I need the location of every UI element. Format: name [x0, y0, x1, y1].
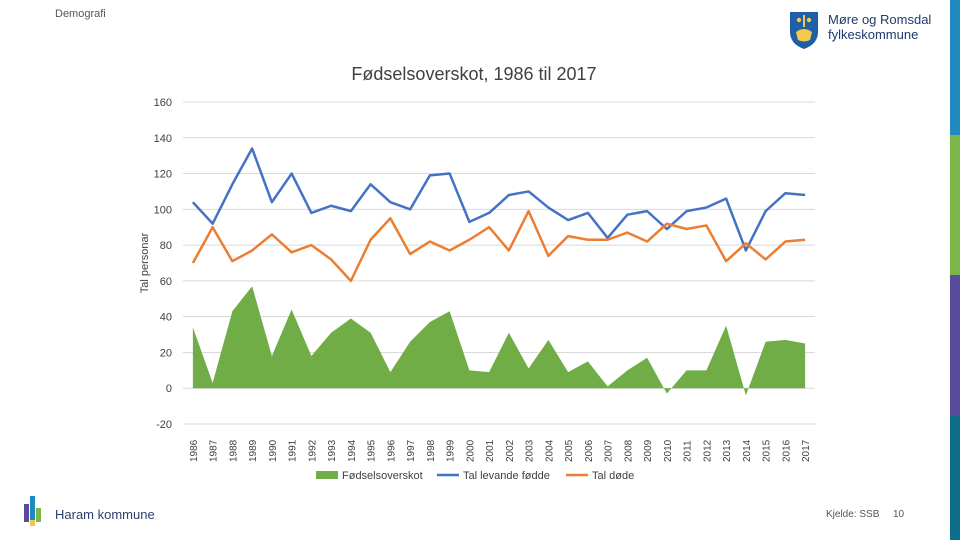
footer-source: Kjelde: SSB — [826, 509, 880, 520]
x-tick-label: 2005 — [564, 439, 575, 462]
x-tick-label: 1989 — [248, 439, 259, 462]
logo-line-1: Møre og Romsdal — [828, 12, 932, 27]
x-tick-label: 2001 — [485, 439, 496, 462]
x-tick-label: 2004 — [544, 439, 555, 462]
x-tick-label: 1988 — [228, 439, 239, 462]
x-tick-label: 1998 — [426, 439, 437, 462]
y-tick-label: 120 — [154, 169, 172, 181]
chart-title: Fødselsoverskot, 1986 til 2017 — [351, 64, 596, 84]
x-tick-label: 2012 — [702, 439, 713, 462]
x-tick-label: 1997 — [406, 439, 417, 462]
x-tick-label: 1987 — [209, 439, 220, 462]
x-tick-label: 2017 — [801, 439, 812, 462]
x-tick-label: 2015 — [762, 439, 773, 462]
logo-line-2: fylkeskommune — [828, 27, 919, 42]
x-tick-label: 2010 — [663, 439, 674, 462]
county-logo: Møre og Romsdal fylkeskommune — [788, 10, 938, 54]
county-shield-icon — [790, 12, 818, 49]
series-area-surplus — [192, 286, 806, 396]
x-tick-label: 2013 — [722, 439, 733, 462]
y-tick-label: 0 — [166, 383, 172, 395]
y-tick-label: -20 — [156, 419, 172, 431]
x-tick-label: 2014 — [742, 439, 753, 462]
x-tick-label: 2009 — [643, 439, 654, 462]
side-bar-teal — [950, 415, 960, 540]
y-tick-label: 40 — [160, 312, 172, 324]
page-number: 10 — [893, 509, 905, 520]
x-tick-label: 1994 — [347, 439, 358, 462]
x-tick-label: 2006 — [584, 439, 595, 462]
series-line-births — [191, 147, 806, 252]
y-tick-label: 20 — [160, 347, 172, 359]
x-tick-label: 1993 — [327, 439, 338, 462]
legend-swatch-surplus — [316, 471, 338, 479]
footer-organisation: Haram kommune — [55, 507, 155, 522]
x-tick-label: 2007 — [604, 439, 615, 462]
x-tick-label: 1996 — [386, 439, 397, 462]
section-label: Demografi — [55, 8, 106, 20]
x-tick-label: 1986 — [189, 439, 200, 462]
x-tick-label: 2008 — [623, 439, 634, 462]
y-tick-label: 60 — [160, 276, 172, 288]
side-bar-purple — [950, 275, 960, 415]
y-tick-label: 100 — [154, 204, 172, 216]
side-bar-blue — [950, 0, 960, 135]
x-tick-label: 1995 — [367, 439, 378, 462]
series-line-deaths — [191, 209, 806, 283]
x-tick-label: 2016 — [781, 439, 792, 462]
legend-label: Fødselsoverskot — [342, 470, 423, 482]
y-tick-label: 80 — [160, 240, 172, 252]
x-tick-label: 1990 — [268, 439, 279, 462]
x-tick-label: 1991 — [288, 439, 299, 462]
side-bar-green — [950, 135, 960, 275]
x-tick-label: 1999 — [446, 439, 457, 462]
y-tick-label: 160 — [154, 97, 172, 109]
x-tick-label: 2002 — [505, 439, 516, 462]
x-tick-label: 2003 — [525, 439, 536, 462]
haram-logo-icon — [24, 496, 41, 526]
y-axis-label: Tal personar — [139, 232, 151, 293]
x-tick-label: 2000 — [465, 439, 476, 462]
x-tick-label: 2011 — [683, 440, 694, 462]
legend-label: Tal levande fødde — [463, 470, 550, 482]
y-tick-label: 140 — [154, 133, 172, 145]
legend-label: Tal døde — [592, 470, 634, 482]
x-tick-label: 1992 — [307, 439, 318, 462]
